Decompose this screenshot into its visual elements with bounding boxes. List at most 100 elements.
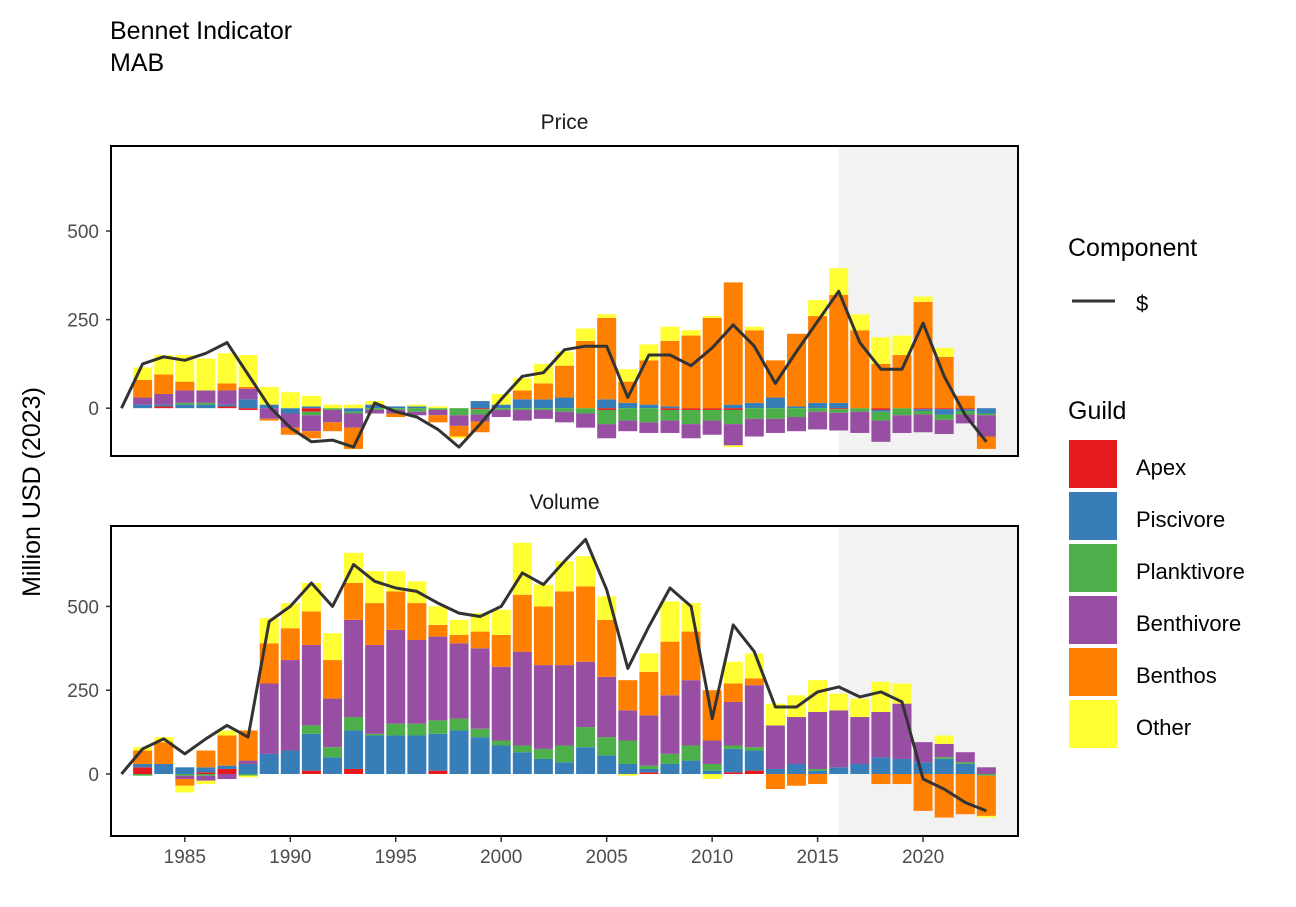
bar-benthos: [533, 606, 553, 666]
bar-benthos: [808, 774, 828, 785]
bar-other: [639, 653, 659, 672]
bar-piscivore: [871, 409, 891, 412]
bar-piscivore: [976, 408, 996, 414]
bar-benthivore: [301, 415, 321, 432]
bar-benthivore: [765, 418, 785, 433]
bar-planktivore: [175, 402, 195, 405]
bar-benthivore: [976, 415, 996, 437]
bar-benthos: [808, 316, 828, 403]
bar-other: [808, 680, 828, 712]
bar-planktivore: [555, 408, 574, 412]
bar-planktivore: [955, 762, 975, 764]
bar-planktivore: [386, 723, 406, 736]
bar-piscivore: [934, 409, 954, 415]
bar-benthos: [829, 294, 849, 403]
x-tick-label: 2010: [691, 847, 733, 868]
bar-benthivore: [681, 680, 701, 746]
bar-benthos: [702, 317, 722, 409]
bar-piscivore: [217, 404, 237, 407]
bar-benthivore: [555, 411, 574, 423]
bar-other: [217, 730, 237, 736]
bar-piscivore: [175, 767, 195, 774]
bar-piscivore: [533, 758, 553, 774]
bar-apex: [301, 408, 321, 412]
bar-benthos: [154, 374, 174, 394]
bar-benthivore: [660, 695, 680, 754]
bar-benthivore: [365, 409, 385, 414]
bar-apex: [154, 406, 174, 409]
bar-benthivore: [196, 775, 216, 781]
bar-apex: [702, 408, 722, 410]
panel-price: Price 0 250 500: [67, 111, 1019, 457]
bar-other: [618, 369, 638, 382]
bar-piscivore: [280, 750, 300, 774]
bar-benthivore: [175, 775, 195, 780]
bar-other: [175, 355, 195, 382]
bar-benthivore: [871, 420, 891, 442]
bar-other: [744, 653, 764, 679]
bar-benthivore: [871, 712, 891, 758]
bar-other: [491, 609, 511, 635]
bar-benthos: [238, 730, 258, 761]
bar-planktivore: [787, 408, 807, 418]
bar-benthivore: [407, 639, 427, 724]
bar-planktivore: [533, 408, 553, 410]
plot-panels: Price 0 250 500 Volume 0 250 500: [67, 111, 1019, 837]
bar-planktivore: [407, 723, 427, 736]
legend-label-piscivore: Piscivore: [1136, 507, 1225, 532]
y-tick-label: 500: [67, 222, 99, 243]
panel-border: [110, 525, 1019, 837]
bar-benthos: [597, 619, 617, 677]
bar-planktivore: [934, 757, 954, 759]
bar-piscivore: [639, 404, 659, 409]
bar-benthos: [913, 301, 933, 409]
bar-piscivore: [913, 409, 933, 412]
bar-benthos: [913, 774, 933, 811]
bar-other: [934, 735, 954, 744]
bar-benthivore: [175, 390, 195, 403]
bar-planktivore: [428, 408, 448, 410]
bar-planktivore: [322, 408, 342, 410]
bar-piscivore: [512, 752, 532, 774]
bar-planktivore: [871, 411, 891, 421]
bar-planktivore: [491, 740, 511, 746]
legend-key-planktivore: [1069, 544, 1117, 592]
bar-benthos: [892, 355, 912, 409]
bar-apex: [955, 408, 975, 410]
bar-benthivore: [555, 665, 574, 746]
bar-piscivore: [576, 747, 596, 774]
bar-benthivore: [576, 661, 596, 728]
bar-benthos: [660, 641, 680, 696]
bar-benthivore: [280, 660, 300, 751]
bar-piscivore: [259, 753, 279, 774]
bar-piscivore: [702, 770, 722, 774]
bar-planktivore: [322, 747, 342, 758]
bar-apex: [238, 408, 258, 410]
bar-piscivore: [238, 763, 258, 774]
bar-other: [533, 584, 553, 607]
bar-benthivore: [913, 414, 933, 433]
panel-border: [110, 145, 1019, 457]
bar-piscivore: [850, 763, 870, 774]
bar-benthos: [449, 634, 469, 644]
bar-benthivore: [259, 408, 279, 419]
bar-benthivore: [491, 666, 511, 741]
bar-other: [301, 582, 321, 612]
bar-benthos: [576, 586, 596, 662]
bar-planktivore: [344, 717, 364, 731]
bar-piscivore: [681, 760, 701, 774]
bar-piscivore: [344, 730, 364, 769]
bar-other: [217, 353, 237, 384]
bar-piscivore: [301, 406, 321, 409]
bar-benthos: [407, 603, 427, 640]
bar-benthos: [681, 335, 701, 409]
bar-benthos: [639, 671, 659, 716]
bar-benthos: [259, 418, 279, 421]
bar-piscivore: [744, 750, 764, 771]
bar-piscivore: [555, 397, 574, 409]
bar-planktivore: [934, 414, 954, 420]
bar-benthivore: [154, 394, 174, 405]
bar-piscivore: [322, 757, 342, 774]
bar-planktivore: [470, 728, 490, 738]
bar-apex: [723, 772, 743, 774]
